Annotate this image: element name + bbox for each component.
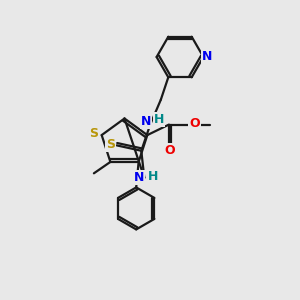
Text: H: H [148, 170, 158, 183]
Text: H: H [154, 113, 164, 126]
Text: O: O [164, 145, 175, 158]
Text: O: O [189, 118, 200, 130]
Text: N: N [202, 50, 212, 64]
Text: N: N [141, 116, 151, 128]
Text: N: N [134, 171, 144, 184]
Text: S: S [106, 138, 115, 151]
Text: S: S [89, 127, 98, 140]
